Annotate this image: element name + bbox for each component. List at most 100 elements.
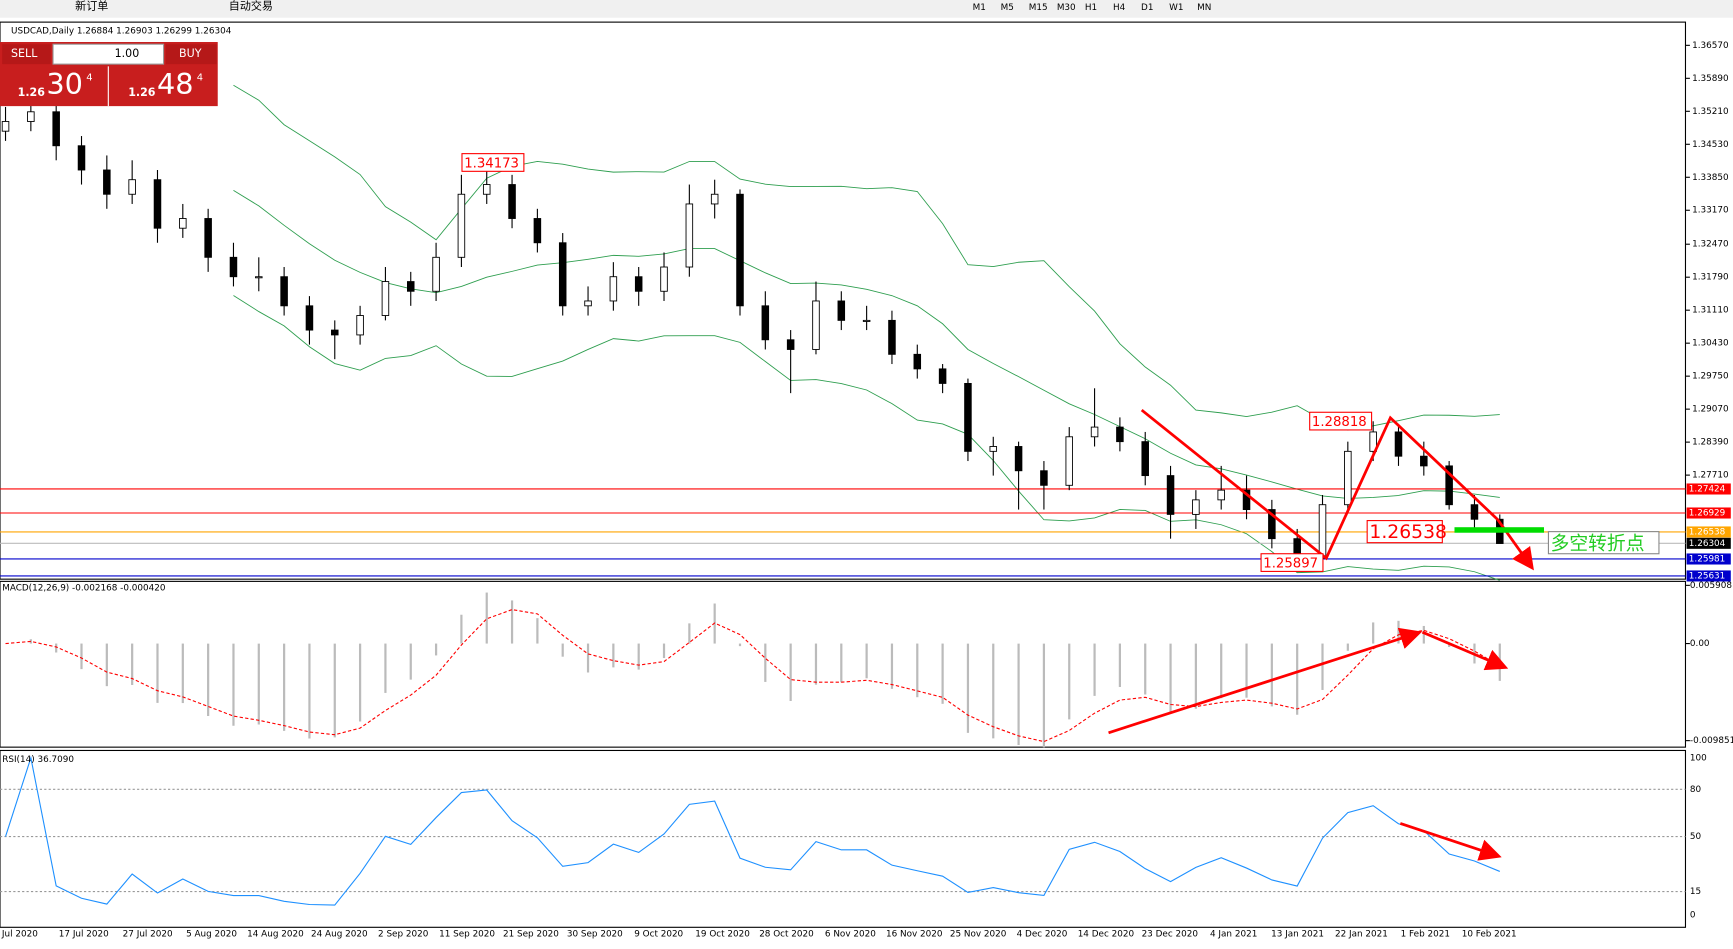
y-tick-label: 0.00 [1690,639,1710,649]
sell-price-big: 1.26 [18,86,46,99]
candle-body [508,184,516,219]
candle-body [1369,431,1377,452]
y-tick-label: 50 [1690,832,1702,842]
annotation-box [1547,531,1660,555]
auto-trading-button[interactable]: 自动交易 [229,0,273,13]
turning-level [1454,527,1545,533]
y-tick-label: 1.29070 [1692,405,1729,415]
x-tick-label: 19 Oct 2020 [695,929,750,939]
timeframe-button[interactable]: M30 [1057,3,1076,13]
rsi-label: RSI(14) 36.7090 [2,755,74,765]
main-chart-frame [0,21,1687,580]
candle-body [1065,436,1074,486]
y-tick-label: 1.29750 [1692,372,1729,382]
y-tick-label: 1.33170 [1692,206,1729,216]
candle-body [964,382,972,452]
timeframe-button[interactable]: MN [1197,3,1211,13]
lot-value: 1.00 [115,47,140,60]
sell-price-pips: 30 [46,67,83,101]
rsi-line [5,755,1501,906]
candle-body [255,276,263,279]
x-tick-label: 14 Aug 2020 [247,929,304,939]
candle-body [356,315,364,336]
timeframe-button[interactable]: D1 [1141,3,1153,13]
x-tick-label: 2 Sep 2020 [378,929,429,939]
annotation-box [1309,411,1373,431]
x-tick-label: 4 Dec 2020 [1017,929,1068,939]
candle-body [128,179,136,195]
candle-body [77,145,86,171]
lot-input[interactable] [52,43,165,65]
price-label-bg [1686,553,1731,565]
rsi-frame [0,749,1687,928]
candle-body [1420,455,1428,467]
macd-label: MACD(12,26,9) -0.002168 -0.000420 [2,583,166,593]
price-label: 1.26304 [1689,539,1726,549]
price-label: 1.26538 [1689,527,1726,537]
y-tick-label: 1.35890 [1692,74,1729,84]
toolbar [0,0,1733,18]
candle-body [1,121,10,132]
macd-frame [0,580,1687,748]
price-label-bg [1686,483,1731,495]
x-tick-label: 14 Dec 2020 [1078,929,1135,939]
sell-label: SELL [11,47,38,60]
candle-body [1014,446,1023,472]
candle-body [736,193,744,307]
candle-body [1166,475,1175,515]
candle-body [179,218,187,229]
x-tick-label: 6 Nov 2020 [825,929,876,939]
x-tick-label: 13 Jan 2021 [1271,929,1324,939]
buy-price-point: 4 [197,72,203,83]
timeframe-button[interactable]: M15 [1029,3,1048,13]
timeframe-button[interactable]: H4 [1113,3,1126,13]
candle-body [812,300,820,350]
annotation-box [1260,553,1324,572]
candle-body [1040,470,1048,486]
buy-label: BUY [179,47,202,60]
sell-button[interactable] [2,44,51,65]
symbol-info: USDCAD,Daily 1.26884 1.26903 1.26299 1.2… [11,26,232,36]
annotation: 1.25897 [1263,557,1318,572]
candle-body [1242,489,1251,510]
timeframe-button[interactable]: M1 [973,3,986,13]
candle-body [609,276,618,302]
x-tick-label: 5 Aug 2020 [186,929,237,939]
price-label: 1.25981 [1689,554,1726,564]
trade-panel: SELL 1.00 BUY 1.26 30 4 1.26 48 4 [0,42,218,107]
timeframe-button[interactable]: M5 [1001,3,1014,13]
candle-body [761,305,770,341]
y-tick-label: 1.31110 [1692,306,1729,316]
buy-button[interactable] [165,44,217,65]
y-tick-label: 0 [1690,911,1696,921]
x-tick-label: 23 Dec 2020 [1142,929,1199,939]
candle-body [457,193,466,258]
annotation: 多空转折点 [1551,532,1645,554]
x-tick-label: 16 Nov 2020 [886,929,943,939]
candle-body [685,203,694,268]
x-tick-label: 1 Feb 2021 [1401,929,1450,939]
candle-body [888,319,896,355]
y-tick-label: -0.009851 [1690,736,1733,746]
candle-body [1394,431,1403,457]
x-tick-label: 4 Jan 2021 [1210,929,1257,939]
bollinger-band [233,84,1500,431]
candle-body [634,276,643,292]
annotation: 1.26538 [1369,522,1447,543]
candle-body [1470,504,1479,520]
y-tick-label: 1.36570 [1692,41,1729,51]
y-tick-label: 100 [1690,753,1707,763]
price-label-bg [1686,570,1731,582]
x-tick-label: 11 Sep 2020 [439,929,495,939]
new-order-button[interactable]: 新订单 [75,0,108,13]
timeframe-button[interactable]: H1 [1085,3,1097,13]
price-label: 1.26929 [1689,509,1726,519]
timeframe-button[interactable]: W1 [1169,3,1183,13]
x-tick-label: 30 Sep 2020 [567,929,623,939]
price-label-bg [1686,526,1731,538]
y-tick-label: 1.28390 [1692,438,1729,448]
candle-body [432,256,440,292]
candle-body [1318,504,1327,559]
candle-body [660,266,668,292]
y-tick-label: 1.27710 [1692,471,1729,481]
